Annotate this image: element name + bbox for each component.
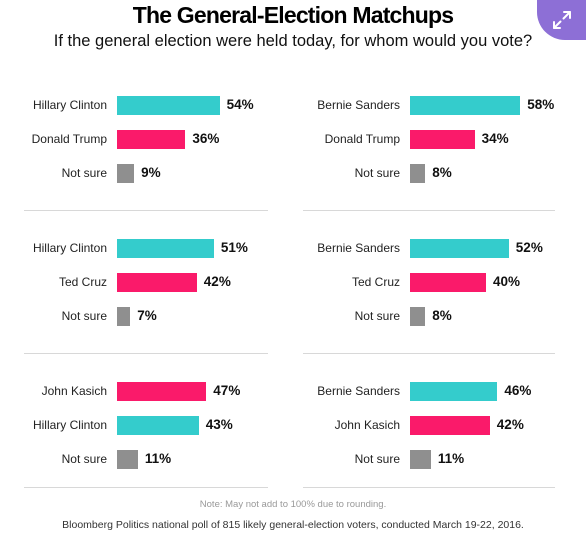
candidate-label: Not sure (61, 166, 107, 180)
bar-row: Ted Cruz 40% (293, 272, 553, 292)
bar-value-label: 42% (496, 417, 524, 432)
bar-value-label: 46% (504, 383, 532, 398)
bar (117, 164, 135, 183)
bar-row: Donald Trump 36% (0, 129, 260, 149)
candidate-label: Donald Trump (324, 132, 400, 146)
bar-row: Bernie Sanders 52% (293, 238, 553, 258)
bar-value-label: 34% (481, 131, 509, 146)
bar-row: John Kasich 47% (0, 381, 260, 401)
section-divider (24, 487, 268, 488)
bar-value-label: 54% (226, 97, 254, 112)
bar (410, 239, 509, 258)
bar-value-label: 40% (493, 274, 521, 289)
bar (117, 130, 186, 149)
matchup-chart: John Kasich 47% Hillary Clinton 43% Not sure… (0, 381, 260, 481)
candidate-label: Donald Trump (31, 132, 107, 146)
bar-value-label: 42% (203, 274, 231, 289)
bar (410, 130, 475, 149)
bar-row: Hillary Clinton 54% (0, 95, 260, 115)
candidate-label: John Kasich (41, 384, 107, 398)
bar-row: Donald Trump 34% (293, 129, 553, 149)
bar-value-label: 51% (220, 240, 248, 255)
expand-arrows-icon (552, 11, 571, 29)
bar-row: Hillary Clinton 51% (0, 238, 260, 258)
bar-value-label: 11% (437, 451, 465, 466)
candidate-label: Not sure (354, 166, 400, 180)
bar-value-label: 9% (141, 165, 161, 180)
bar-row: Not sure 11% (293, 449, 553, 469)
matchup-chart: Bernie Sanders 58% Donald Trump 34% Not sure… (293, 95, 555, 195)
bar-value-label: 52% (515, 240, 543, 255)
bar-row: Not sure 8% (293, 163, 553, 183)
candidate-label: Bernie Sanders (317, 98, 400, 112)
candidate-label: Not sure (354, 452, 400, 466)
bar-row: John Kasich 42% (293, 415, 553, 435)
bar-value-label: 7% (137, 308, 157, 323)
candidate-label: Ted Cruz (58, 275, 107, 289)
matchup-chart: Bernie Sanders 52% Ted Cruz 40% Not sure 8% (293, 238, 553, 338)
bar-row: Bernie Sanders 46% (293, 381, 553, 401)
bar-row: Not sure 7% (0, 306, 260, 326)
bar-row: Ted Cruz 42% (0, 272, 260, 292)
section-divider (24, 210, 268, 211)
section-divider (24, 353, 268, 354)
bar-value-label: 8% (432, 165, 452, 180)
candidate-label: Hillary Clinton (32, 241, 107, 255)
candidate-label: Not sure (61, 309, 107, 323)
candidate-label: John Kasich (334, 418, 400, 432)
candidate-label: Bernie Sanders (317, 241, 400, 255)
bar (410, 416, 490, 435)
bar (117, 450, 138, 469)
bar (117, 416, 199, 435)
bar-value-label: 43% (205, 417, 233, 432)
bar (117, 307, 131, 326)
bar (117, 239, 214, 258)
bar (117, 273, 197, 292)
bar-row: Not sure 11% (0, 449, 260, 469)
section-divider (303, 353, 555, 354)
bar (410, 164, 426, 183)
bar (410, 96, 521, 115)
bar-value-label: 47% (213, 383, 241, 398)
candidate-label: Hillary Clinton (32, 418, 107, 432)
footnote: Note: May not add to 100% due to roundin… (199, 499, 387, 510)
section-divider (303, 487, 555, 488)
source-note: Bloomberg Politics national poll of 815 … (62, 519, 524, 531)
bar (117, 382, 207, 401)
matchup-chart: Hillary Clinton 51% Ted Cruz 42% Not sure 7% (0, 238, 260, 338)
bar-row: Bernie Sanders 58% (293, 95, 555, 115)
bar (117, 96, 220, 115)
section-divider (303, 210, 555, 211)
bar-row: Hillary Clinton 43% (0, 415, 260, 435)
candidate-label: Ted Cruz (351, 275, 400, 289)
bar-row: Not sure 9% (0, 163, 260, 183)
bar (410, 382, 498, 401)
bar-value-label: 8% (432, 308, 452, 323)
page-subtitle: If the general election were held today,… (53, 32, 533, 50)
bar (410, 273, 486, 292)
candidate-label: Not sure (61, 452, 107, 466)
page-title: The General-Election Matchups (132, 2, 454, 28)
bar-value-label: 11% (144, 451, 172, 466)
bar-row: Not sure 8% (293, 306, 553, 326)
candidate-label: Bernie Sanders (317, 384, 400, 398)
candidate-label: Not sure (354, 309, 400, 323)
matchup-chart: Bernie Sanders 46% John Kasich 42% Not sure 1… (293, 381, 553, 481)
bar (410, 307, 426, 326)
bar-value-label: 36% (192, 131, 220, 146)
matchup-chart: Hillary Clinton 54% Donald Trump 36% Not sur… (0, 95, 260, 195)
bar-value-label: 58% (527, 97, 555, 112)
candidate-label: Hillary Clinton (32, 98, 107, 112)
bar (410, 450, 431, 469)
